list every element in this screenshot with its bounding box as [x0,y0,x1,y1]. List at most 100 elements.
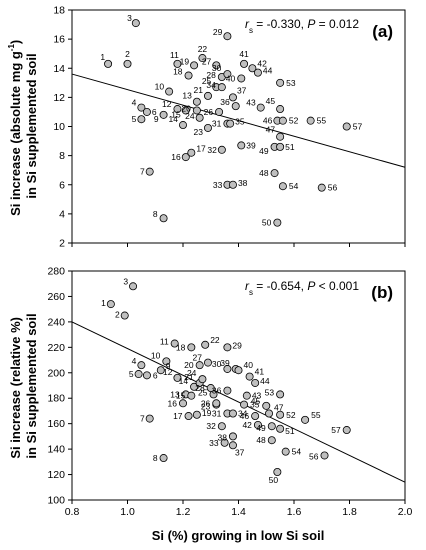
point-label: 6 [153,370,158,380]
data-point [228,432,237,441]
point-label: 14 [169,114,179,124]
data-point [270,169,279,178]
data-point [237,74,246,83]
data-point [242,391,251,400]
point-label: 27 [202,56,212,66]
x-tick-label: 1.4 [231,506,246,518]
point-label: 31 [212,408,222,418]
point-label: 12 [162,99,172,109]
x-tick-label: 1.0 [120,506,135,518]
data-point [234,366,243,375]
point-label: 36 [212,386,222,396]
data-point [201,340,210,349]
point-label: 55 [311,410,321,420]
point-label: 15 [176,391,186,401]
data-point [173,59,182,68]
point-label: 46 [263,116,273,126]
y-tick-label: 140 [47,444,65,456]
point-label: 30 [212,63,222,73]
point-label: 16 [171,152,181,162]
data-point [137,103,146,112]
point-label: 54 [292,447,302,457]
y-tick-label: 10 [53,121,65,133]
point-label: 20 [184,360,194,370]
point-label: 43 [246,98,256,108]
data-point [187,391,196,400]
point-label: 21 [194,85,204,95]
point-label: 42 [242,420,252,430]
point-label: 57 [331,425,341,435]
data-point [192,106,201,115]
point-label: 38 [217,432,227,442]
data-point [228,93,237,102]
point-label: 41 [255,367,265,377]
data-point [195,113,204,122]
point-label: 26 [201,398,211,408]
data-point [273,218,282,227]
data-point [223,343,232,352]
y-tick-label: 100 [47,495,65,507]
panel-a-letter: (a) [372,22,393,41]
data-point [217,83,226,92]
point-label: 51 [285,426,295,436]
point-label: 40 [226,73,236,83]
x-tick-label: 1.6 [287,506,302,518]
data-point [181,106,190,115]
point-label: 3 [127,13,132,23]
point-label: 22 [210,335,220,345]
x-tick-label: 1.2 [176,506,191,518]
point-label: 5 [132,114,137,124]
data-point [276,105,285,114]
data-point [203,358,212,367]
data-point [237,141,246,150]
x-tick-label: 0.8 [65,506,80,518]
data-point [262,401,271,410]
panel-b-x-ticks: 0.8 1.0 1.2 1.4 1.6 1.8 2.0 [65,500,412,518]
data-point [173,105,182,114]
data-point [145,414,154,423]
point-label: 7 [140,167,145,177]
panel-b-y-axis-title: Si increase (relative %) in Si supplemen… [8,313,39,458]
point-label: 48 [259,168,269,178]
point-label: 31 [212,119,222,129]
panel-a-points [104,19,351,227]
point-label: 54 [289,181,299,191]
point-label: 26 [204,107,214,117]
y-tick-label: 18 [53,5,65,17]
point-label: 55 [317,116,327,126]
data-point [184,412,193,421]
data-point [223,32,232,41]
point-label: 14 [179,376,189,386]
data-point [217,422,226,431]
data-point [251,412,260,421]
data-point [123,59,132,68]
data-point [320,451,329,460]
point-label: 9 [166,361,171,371]
point-label: 4 [132,98,137,108]
point-label: 29 [213,27,223,37]
point-label: 50 [269,475,279,485]
point-label: 10 [155,82,165,92]
y-tick-label: 220 [47,342,65,354]
data-point [223,386,232,395]
data-point [223,70,232,79]
point-label: 8 [153,453,158,463]
point-label: 49 [259,146,269,156]
data-point [267,436,276,445]
data-point [198,54,207,63]
point-label: 41 [239,49,249,59]
data-point [159,214,168,223]
data-point [142,107,151,116]
data-point [342,426,351,435]
point-label: 45 [266,96,276,106]
data-point [276,142,285,151]
point-label: 52 [286,410,296,420]
data-point [276,424,285,433]
point-label: 52 [289,116,299,126]
point-label: 42 [257,58,267,68]
data-point [265,409,274,418]
data-point [228,409,237,418]
point-label: 25 [202,76,212,86]
